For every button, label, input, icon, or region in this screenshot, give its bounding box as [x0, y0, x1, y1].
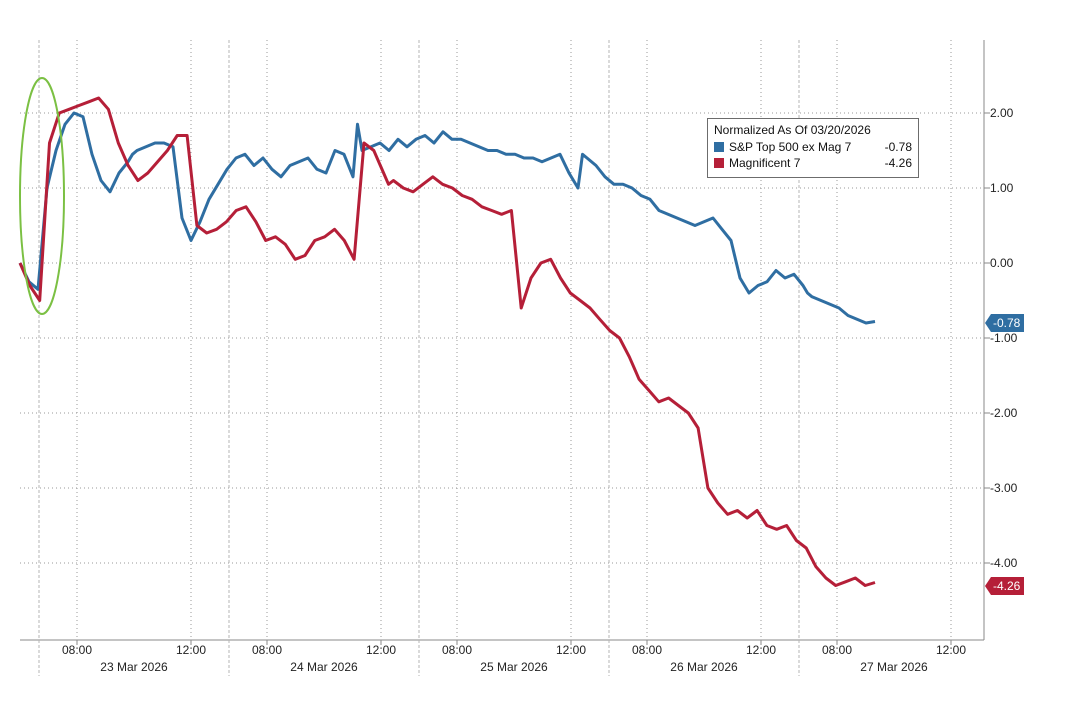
- highlight-ellipse: [19, 77, 65, 315]
- y-tick-label: -4.00: [990, 556, 1018, 570]
- x-tick-label: 08:00: [62, 643, 92, 657]
- legend-series-value: -0.78: [884, 140, 912, 154]
- x-tick-label: 08:00: [632, 643, 662, 657]
- y-tick-label: 1.00: [990, 181, 1014, 195]
- x-tick-label: 12:00: [176, 643, 206, 657]
- series-lines: [18, 96, 876, 587]
- y-tick-label: -2.00: [990, 406, 1018, 420]
- last-value-tag-blue: -0.78: [985, 314, 1025, 332]
- gridlines: [20, 40, 984, 640]
- x-tick-label: 12:00: [936, 643, 966, 657]
- x-tick-label: 12:00: [556, 643, 586, 657]
- legend-entry-sp-top-500: S&P Top 500 ex Mag 7 -0.78: [714, 139, 912, 155]
- last-value-tag-red: -4.26: [985, 577, 1025, 595]
- x-day-label: 23 Mar 2026: [100, 660, 168, 674]
- x-tick-label: 08:00: [252, 643, 282, 657]
- y-tick-label: -1.00: [990, 331, 1018, 345]
- x-tick-labels: 08:00 12:00 08:00 12:00 08:00 12:00 08:00 12:00…: [62, 643, 966, 657]
- y-tick-label: 2.00: [990, 106, 1014, 120]
- legend: Normalized As Of 03/20/2026 S&P Top 500 …: [707, 118, 919, 178]
- x-day-label: 24 Mar 2026: [290, 660, 358, 674]
- legend-swatch-red: [714, 158, 724, 168]
- y-tick-label: 0.00: [990, 256, 1014, 270]
- legend-title: Normalized As Of 03/20/2026: [714, 123, 871, 137]
- day-separators: [38, 40, 800, 676]
- legend-series-name: S&P Top 500 ex Mag 7: [729, 140, 852, 154]
- x-tick-label: 12:00: [746, 643, 776, 657]
- x-tick-label: 08:00: [822, 643, 852, 657]
- x-day-label: 25 Mar 2026: [480, 660, 548, 674]
- x-day-label: 27 Mar 2026: [860, 660, 928, 674]
- legend-series-value: -4.26: [884, 156, 912, 170]
- x-tick-label: 12:00: [366, 643, 396, 657]
- series-line-magnificent-7: [18, 96, 876, 587]
- y-tick-label: -3.00: [990, 481, 1018, 495]
- axes: [20, 40, 990, 645]
- x-tick-label: 08:00: [442, 643, 472, 657]
- y-tick-labels: 2.00 1.00 0.00 -1.00 -2.00 -3.00 -4.00: [990, 106, 1018, 570]
- legend-series-name: Magnificent 7: [729, 156, 801, 170]
- x-day-label: 26 Mar 2026: [670, 660, 738, 674]
- x-day-labels: 23 Mar 2026 24 Mar 2026 25 Mar 2026 26 Mar …: [100, 660, 928, 674]
- series-line-sp-top-500-ex-mag-7: [18, 111, 876, 325]
- legend-entry-magnificent-7: Magnificent 7 -4.26: [714, 155, 912, 171]
- legend-swatch-blue: [714, 142, 724, 152]
